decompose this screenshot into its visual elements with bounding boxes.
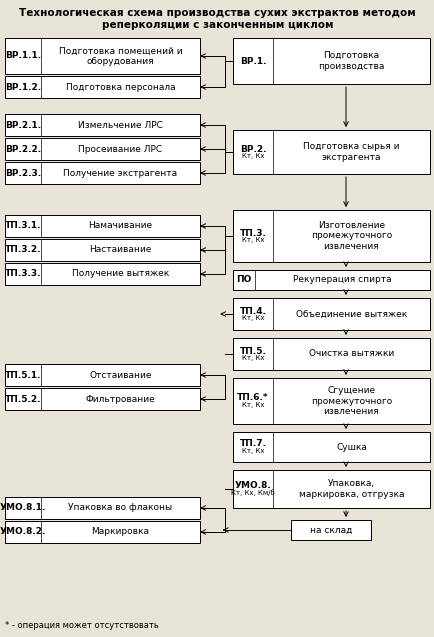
Text: ВР.1.: ВР.1. <box>239 57 266 66</box>
Bar <box>233 270 429 290</box>
Text: Изготовление
промежуточного
извлечения: Изготовление промежуточного извлечения <box>310 221 391 251</box>
Text: Кт, Кх: Кт, Кх <box>241 153 263 159</box>
Bar <box>233 470 429 508</box>
Bar <box>5 364 200 386</box>
Bar <box>5 215 200 237</box>
Text: Кт, Кх, Км/б: Кт, Кх, Км/б <box>230 490 274 496</box>
Bar <box>291 520 371 540</box>
Text: Настаивание: Настаивание <box>89 245 151 255</box>
Bar <box>5 76 200 98</box>
Bar <box>233 130 429 174</box>
Bar <box>233 432 429 462</box>
Text: Получение вытяжек: Получение вытяжек <box>72 269 169 278</box>
Bar <box>233 338 429 370</box>
Text: УМО.8.1.: УМО.8.1. <box>0 503 46 513</box>
Text: ВР.1.1.: ВР.1.1. <box>5 52 41 61</box>
Text: ТП.5.1.: ТП.5.1. <box>5 371 41 380</box>
Text: Кт, Кх: Кт, Кх <box>241 355 263 361</box>
Text: Получение экстрагента: Получение экстрагента <box>63 169 177 178</box>
Text: Очистка вытяжки: Очистка вытяжки <box>308 350 393 359</box>
Bar <box>233 298 429 330</box>
Text: Кт, Кх: Кт, Кх <box>241 237 263 243</box>
Text: ВР.2.: ВР.2. <box>239 145 266 154</box>
Text: ТП.5.2.: ТП.5.2. <box>5 394 41 403</box>
Bar <box>5 114 200 136</box>
Text: ПО: ПО <box>236 275 251 285</box>
Text: Технологическая схема производства сухих экстрактов методом
реперколяции с закон: Технологическая схема производства сухих… <box>19 8 415 29</box>
Text: ТП.5.: ТП.5. <box>239 347 266 355</box>
Text: ТП.3.2.: ТП.3.2. <box>5 245 41 255</box>
Text: Намачивание: Намачивание <box>88 222 152 231</box>
Bar <box>233 210 429 262</box>
Bar <box>5 521 200 543</box>
Bar <box>5 138 200 160</box>
Text: УМО.8.2.: УМО.8.2. <box>0 527 46 536</box>
Text: ТП.7.: ТП.7. <box>239 440 266 448</box>
Text: * - операция может отсутствовать: * - операция может отсутствовать <box>5 620 158 629</box>
Text: Отстаивание: Отстаивание <box>89 371 151 380</box>
Text: Подготовка персонала: Подготовка персонала <box>66 83 175 92</box>
Text: ТП.6.*: ТП.6.* <box>237 394 268 403</box>
Text: Сгущение
промежуточного
извлечения: Сгущение промежуточного извлечения <box>310 386 391 416</box>
Text: ТП.3.1.: ТП.3.1. <box>5 222 41 231</box>
Text: ВР.2.2.: ВР.2.2. <box>5 145 41 154</box>
Text: Рекуперация спирта: Рекуперация спирта <box>293 275 391 285</box>
Text: Сушка: Сушка <box>335 443 366 452</box>
Text: ТП.3.: ТП.3. <box>239 229 266 238</box>
Text: Фильтрование: Фильтрование <box>85 394 155 403</box>
Text: Кт, Кх: Кт, Кх <box>241 315 263 321</box>
Text: Упаковка во флаконы: Упаковка во флаконы <box>68 503 172 513</box>
Bar <box>5 497 200 519</box>
Text: Кт, Кх: Кт, Кх <box>241 448 263 454</box>
Bar <box>5 38 200 74</box>
Text: Измельчение ЛРС: Измельчение ЛРС <box>78 120 163 129</box>
Bar <box>5 388 200 410</box>
Text: Подготовка помещений и
оборудования: Подготовка помещений и оборудования <box>59 47 182 66</box>
Bar <box>233 378 429 424</box>
Text: Маркировка: Маркировка <box>91 527 149 536</box>
Bar <box>5 162 200 184</box>
Text: Объединение вытяжек: Объединение вытяжек <box>295 310 406 318</box>
Text: Подготовка сырья и
экстрагента: Подготовка сырья и экстрагента <box>302 142 399 162</box>
Bar <box>5 263 200 285</box>
Text: ВР.2.3.: ВР.2.3. <box>5 169 41 178</box>
Text: УМО.8.: УМО.8. <box>234 482 271 490</box>
Text: на склад: на склад <box>309 526 352 534</box>
Text: Подготовка
производства: Подготовка производства <box>318 52 384 71</box>
Text: ТП.3.3.: ТП.3.3. <box>5 269 41 278</box>
Text: ТП.4.: ТП.4. <box>239 306 266 315</box>
Text: ВР.2.1.: ВР.2.1. <box>5 120 41 129</box>
Bar <box>5 239 200 261</box>
Text: Просеивание ЛРС: Просеивание ЛРС <box>78 145 162 154</box>
Text: Кт, Кх: Кт, Кх <box>241 402 263 408</box>
Text: ВР.1.2.: ВР.1.2. <box>5 83 41 92</box>
Text: Упаковка,
маркировка, отгрузка: Упаковка, маркировка, отгрузка <box>298 479 403 499</box>
Bar <box>233 38 429 84</box>
